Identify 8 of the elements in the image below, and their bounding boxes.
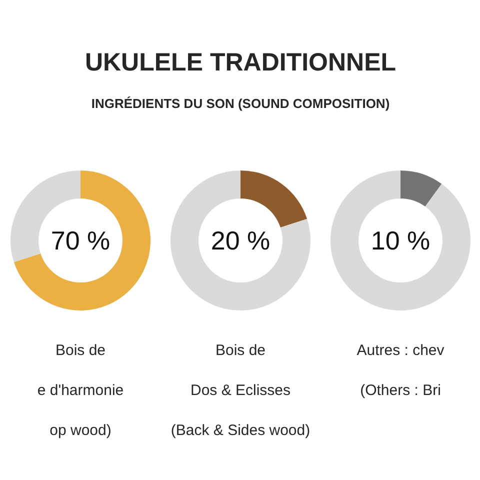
category-label: Bois de e d'harmonie op wood) xyxy=(37,342,124,439)
text: 20 % xyxy=(210,226,270,256)
text: UKULELE TRADITIONNEL xyxy=(84,48,396,76)
category-label: Autres : chev (Others : Bri xyxy=(356,342,444,399)
text: 10 % xyxy=(370,226,430,256)
text: 70 % xyxy=(50,226,110,256)
text: INGRÉDIENTS DU SON (SOUND COMPOSITION) xyxy=(91,96,390,111)
category-label: Bois de Dos & Eclisses (Back & Sides wood) xyxy=(170,342,310,439)
